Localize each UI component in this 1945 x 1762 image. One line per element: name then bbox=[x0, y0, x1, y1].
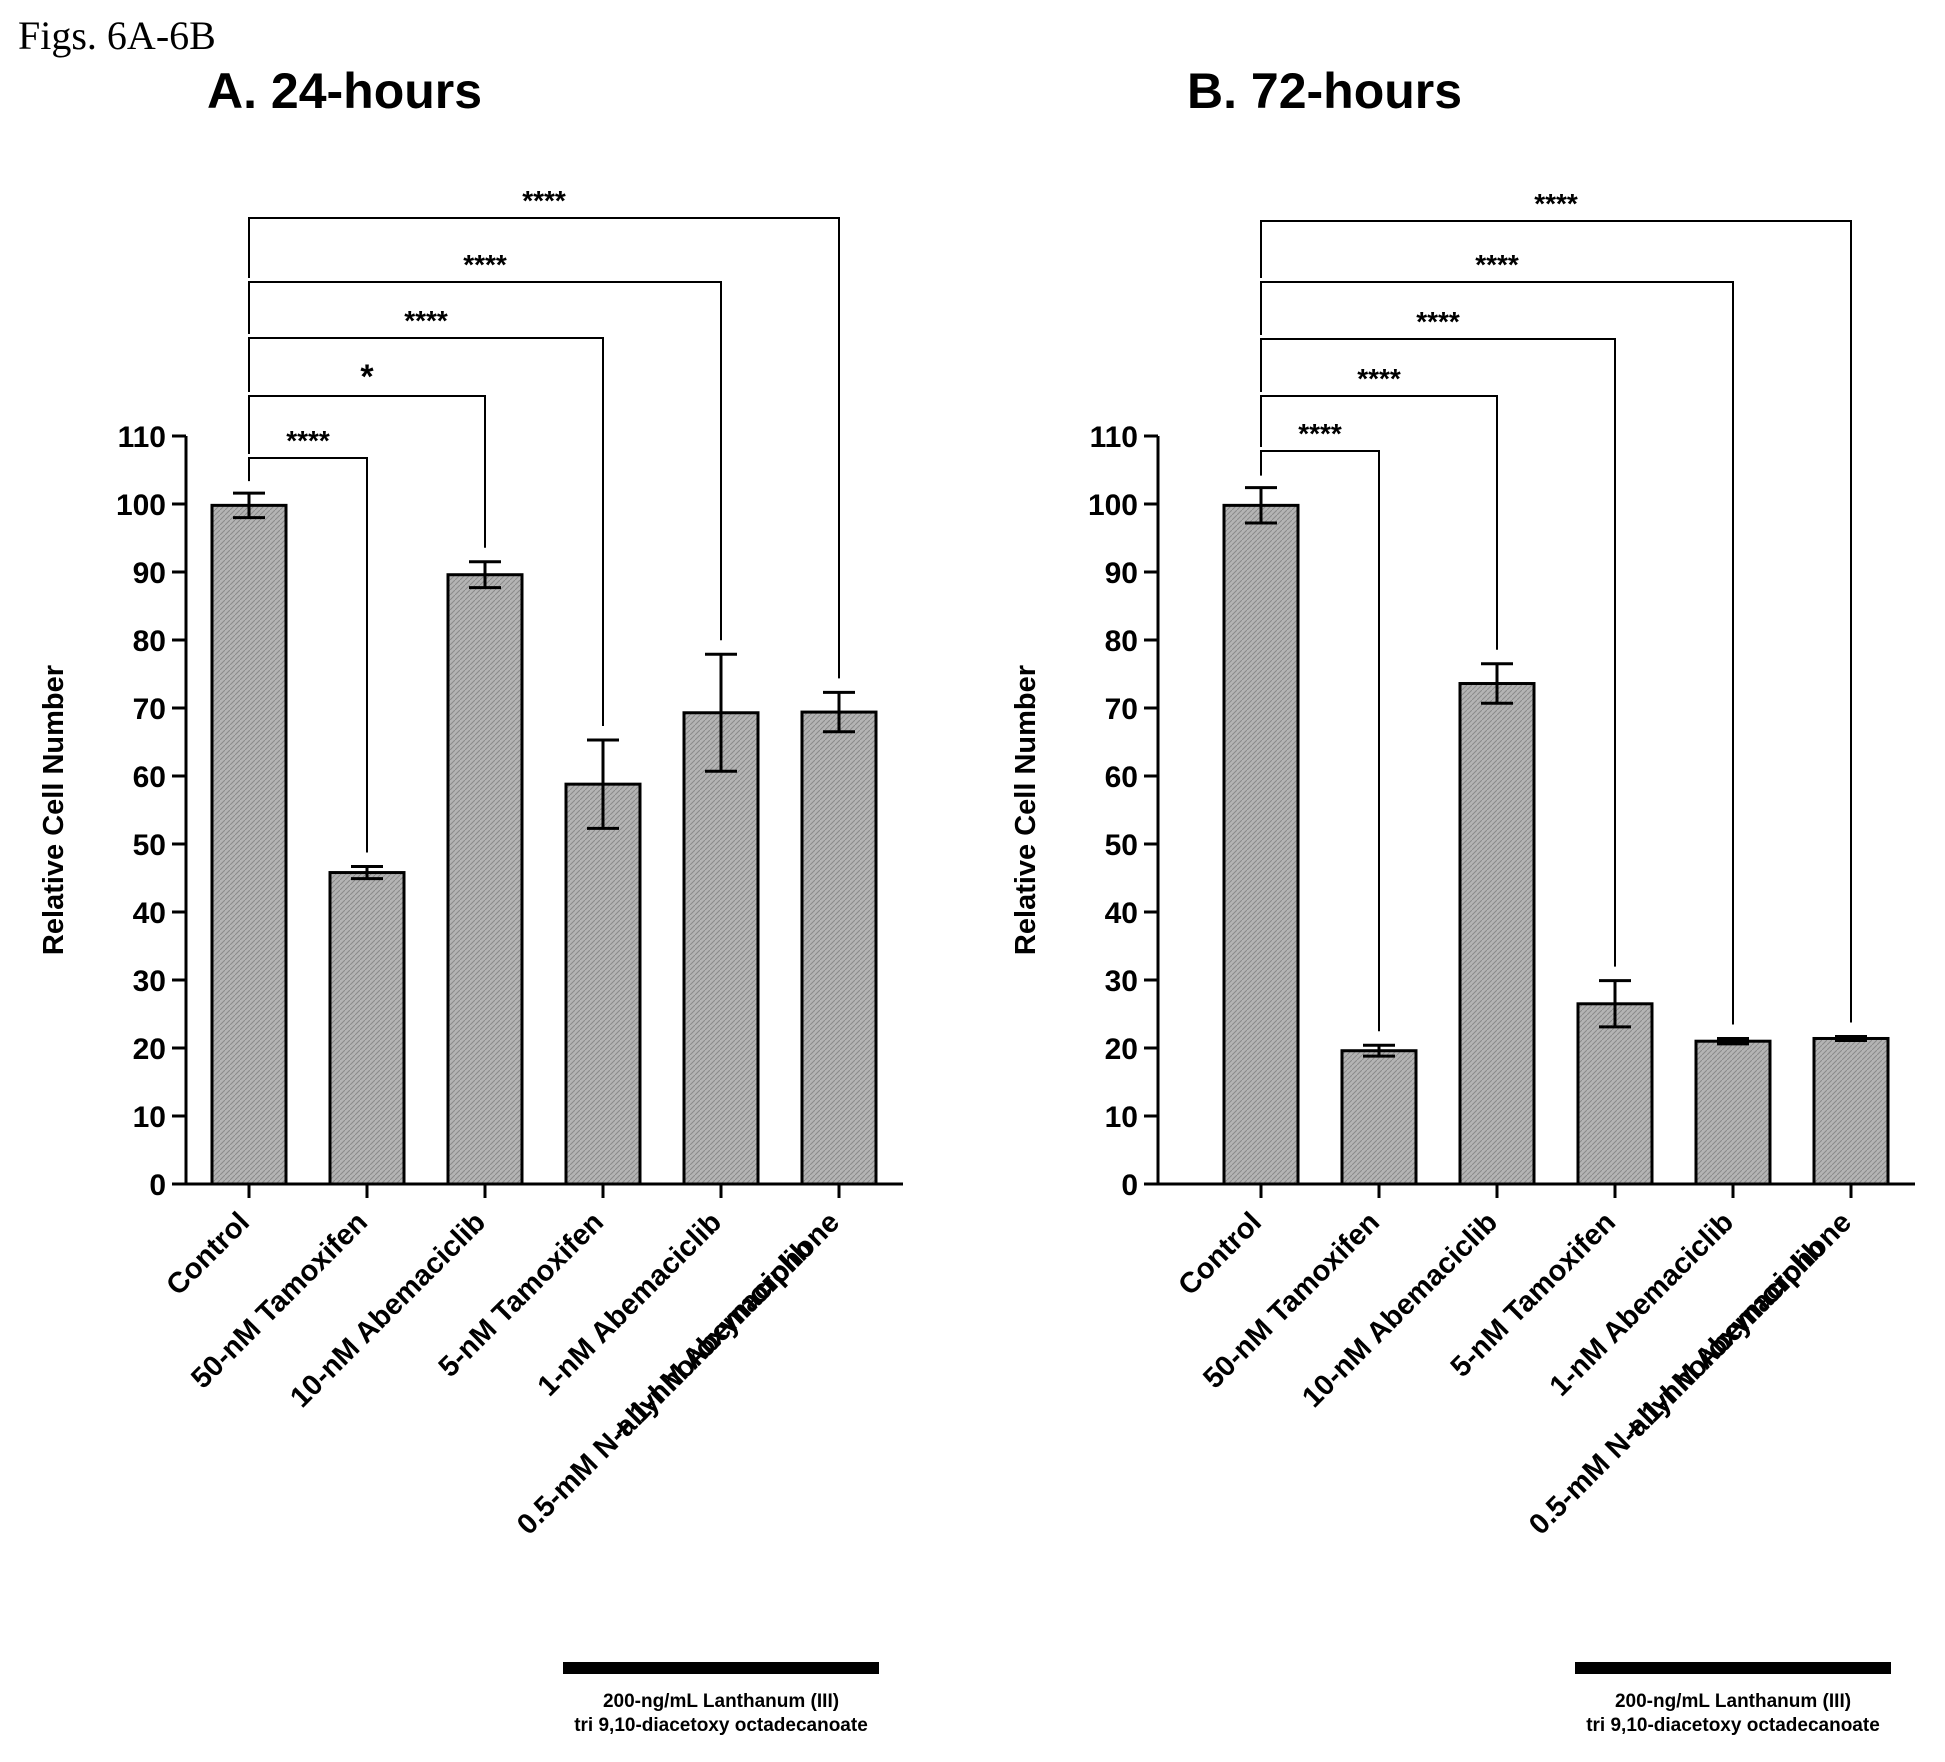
panel-b-bar bbox=[1222, 503, 1300, 1186]
panel-a-x-tick-label: + 1-nM Abemaciclib bbox=[606, 1232, 820, 1446]
panel-a-y-tick-label: 60 bbox=[133, 761, 166, 794]
panel-b-bar bbox=[1812, 1036, 1890, 1186]
panel-b-significance-bracket bbox=[1260, 281, 1734, 1025]
panel-a-y-tick-label: 10 bbox=[133, 1101, 166, 1134]
panel-a: A. 24-hours Relative Cell Number 0 10 20 30… bbox=[0, 0, 972, 1762]
panel-a-title: A. 24-hours bbox=[207, 63, 483, 119]
panel-a-significance-label: **** bbox=[404, 305, 448, 336]
panel-b-y-tick-label: 30 bbox=[1105, 965, 1138, 998]
panel-a-y-tick-label: 80 bbox=[133, 625, 166, 658]
panel-b-bar bbox=[1340, 1049, 1418, 1186]
panel-a-y-tick-label: 0 bbox=[149, 1169, 166, 1202]
panel-a-bar bbox=[210, 503, 288, 1186]
panel-b-significance-bracket bbox=[1260, 338, 1616, 967]
panel-a-significance-label: **** bbox=[463, 249, 507, 280]
panel-b-title: B. 72-hours bbox=[1187, 63, 1463, 119]
panel-b-bar bbox=[1576, 1002, 1654, 1186]
panel-a-significance-bracket bbox=[248, 281, 722, 641]
panel-b-y-tick-label: 70 bbox=[1105, 693, 1138, 726]
panel-b-treatment-line-2: tri 9,10-diacetoxy octadecanoate bbox=[1586, 1715, 1880, 1736]
panel-b-x-tick-label: + 1-nM Abemaciclib bbox=[1618, 1232, 1832, 1446]
panel-a-y-tick-label: 90 bbox=[133, 557, 166, 590]
panel-b-y-tick-label: 50 bbox=[1105, 829, 1138, 862]
panel-b-treatment-line-1: 200-ng/mL Lanthanum (III) bbox=[1614, 1691, 1852, 1712]
panel-a-significance-bracket bbox=[248, 337, 604, 726]
panel-b-significance-bracket bbox=[1260, 395, 1498, 650]
panel-b: B. 72-hours Relative Cell Number 0 10 20 30… bbox=[972, 0, 1944, 1762]
panel-a-x-tick-label: 10-nM Abemaciclib bbox=[284, 1206, 492, 1414]
panel-b-significance-label: **** bbox=[1534, 188, 1578, 219]
panel-b-y-tick-label: 60 bbox=[1105, 761, 1138, 794]
panel-b-y-tick-label: 100 bbox=[1088, 489, 1138, 522]
panel-b-significance-label: **** bbox=[1298, 418, 1342, 449]
panel-a-bar bbox=[800, 710, 878, 1186]
panel-a-treatment-line-1: 200-ng/mL Lanthanum (III) bbox=[602, 1691, 840, 1712]
panel-a-y-tick-label: 50 bbox=[133, 829, 166, 862]
panel-a-y-tick-label: 30 bbox=[133, 965, 166, 998]
panel-b-x-tick-label: Control bbox=[1172, 1206, 1268, 1302]
panel-b-y-tick-label: 10 bbox=[1105, 1101, 1138, 1134]
panel-a-treatment-note: 200-ng/mL Lanthanum (III) tri 9,10-diace… bbox=[501, 1690, 941, 1738]
panel-b-significance-bracket bbox=[1260, 220, 1852, 1023]
panel-b-y-tick-label: 20 bbox=[1105, 1033, 1138, 1066]
panel-a-y-tick-label: 110 bbox=[118, 421, 166, 454]
figure-label: Figs. 6A-6B bbox=[18, 13, 216, 58]
panel-a-bar bbox=[328, 871, 406, 1186]
panel-b-bar bbox=[1694, 1039, 1772, 1186]
panel-a-y-tick-label: 100 bbox=[116, 489, 166, 522]
panel-a-bar bbox=[446, 573, 524, 1186]
panel-a-y-tick-label: 70 bbox=[133, 693, 166, 726]
panel-b-y-tick-label: 0 bbox=[1121, 1169, 1138, 1202]
panel-b-significance-label: **** bbox=[1357, 363, 1401, 394]
panel-b-significance-label: **** bbox=[1416, 306, 1460, 337]
panel-b-significance-label: **** bbox=[1475, 249, 1519, 280]
panel-a-significance-label: * bbox=[360, 358, 374, 396]
panel-b-y-tick-label: 40 bbox=[1105, 897, 1138, 930]
panel-b-significance-bracket bbox=[1260, 450, 1380, 1032]
panel-a-x-tick-label: Control bbox=[160, 1206, 256, 1302]
panel-a-significance-bracket bbox=[248, 217, 840, 679]
panel-b-treatment-note: 200-ng/mL Lanthanum (III) tri 9,10-diace… bbox=[1513, 1690, 1945, 1738]
panel-b-x-tick-label: 10-nM Abemaciclib bbox=[1296, 1206, 1504, 1414]
panel-a-significance-bracket bbox=[248, 395, 486, 548]
panel-b-y-tick-label: 110 bbox=[1090, 421, 1138, 454]
panel-a-y-tick-label: 40 bbox=[133, 897, 166, 930]
panel-a-treatment-line-2: tri 9,10-diacetoxy octadecanoate bbox=[574, 1715, 868, 1736]
panel-a-y-tick-label: 20 bbox=[133, 1033, 166, 1066]
panel-a-bar bbox=[564, 782, 642, 1186]
panel-a-significance-label: **** bbox=[522, 185, 566, 216]
panel-b-y-tick-label: 90 bbox=[1105, 557, 1138, 590]
panel-b-bar bbox=[1458, 682, 1536, 1186]
panel-a-significance-label: **** bbox=[286, 425, 330, 456]
panel-b-y-tick-label: 80 bbox=[1105, 625, 1138, 658]
panel-a-bar bbox=[682, 711, 760, 1186]
panel-a-significance-bracket bbox=[248, 457, 368, 853]
